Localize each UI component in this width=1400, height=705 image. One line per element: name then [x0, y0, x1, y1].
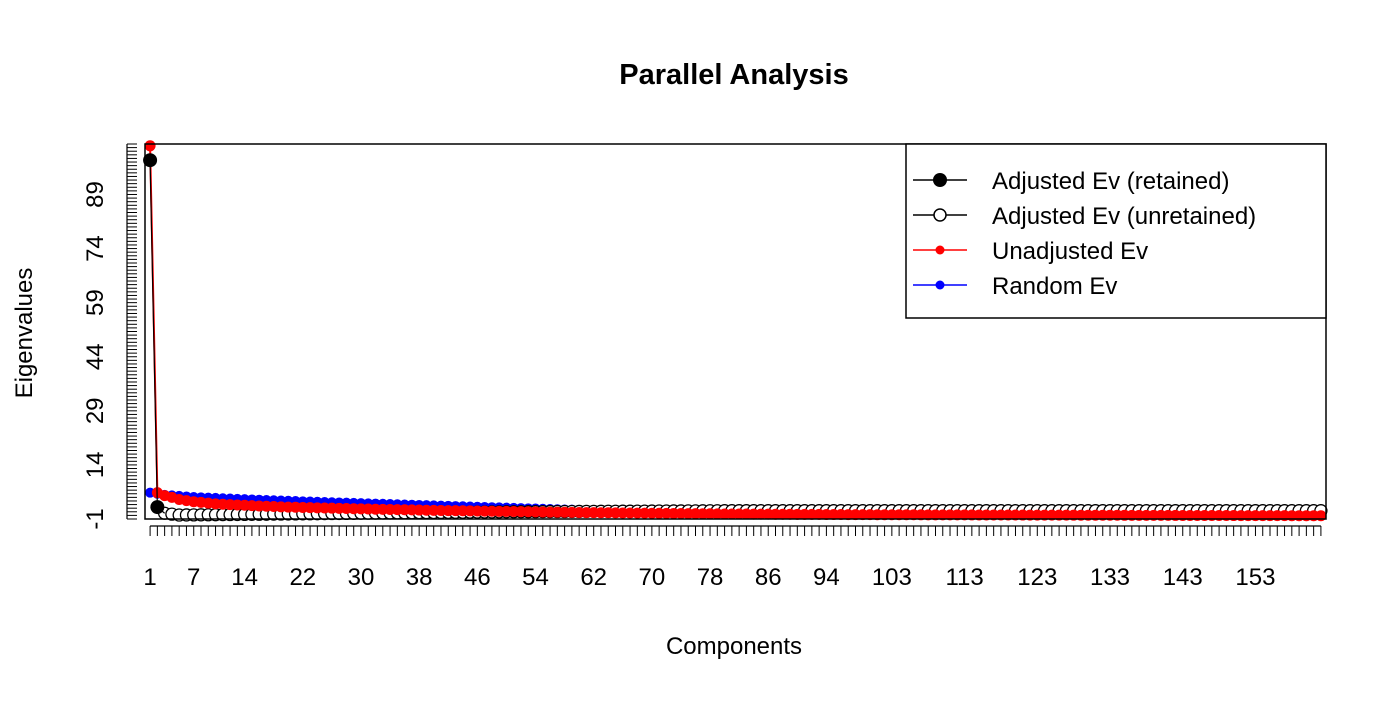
x-tick-label: 54 [522, 564, 549, 591]
x-tick-label: 94 [813, 564, 840, 591]
x-tick-label: 62 [580, 564, 607, 591]
legend-item: Unadjusted Ev [913, 238, 1148, 265]
x-tick-label: 113 [945, 564, 983, 591]
x-tick-label: 1 [143, 564, 156, 591]
legend-marker [935, 245, 945, 255]
x-tick-label: 133 [1090, 564, 1130, 591]
x-tick-label: 143 [1163, 564, 1203, 591]
legend-item: Adjusted Ev (retained) [913, 168, 1229, 195]
legend-marker [935, 280, 945, 290]
y-tick-label: 89 [82, 181, 109, 208]
legend-marker [933, 208, 947, 222]
x-tick-label: 78 [697, 564, 724, 591]
y-tick-label: 14 [82, 452, 109, 479]
legend-item: Random Ev [913, 273, 1117, 300]
x-tick-label: 153 [1235, 564, 1275, 591]
legend-box [905, 143, 1327, 319]
unadjusted-ev-point [144, 140, 156, 152]
x-tick-label: 46 [464, 564, 491, 591]
legend: Adjusted Ev (retained) Adjusted Ev (unret… [905, 143, 1327, 319]
legend-item: Adjusted Ev (unretained) [913, 203, 1256, 230]
y-tick-label: 29 [82, 397, 109, 424]
x-axis-label: Components [666, 633, 802, 660]
x-tick-label: 14 [231, 564, 258, 591]
legend-label: Adjusted Ev (retained) [992, 168, 1229, 195]
adjusted-retained-point [150, 500, 165, 515]
x-tick-label: 103 [872, 564, 912, 591]
legend-label: Adjusted Ev (unretained) [992, 203, 1256, 230]
legend-label: Random Ev [992, 273, 1117, 300]
series-group [143, 140, 1328, 522]
x-tick-label: 123 [1017, 564, 1057, 591]
adjusted-retained [143, 153, 166, 515]
chart-title: Parallel Analysis [619, 59, 848, 91]
legend-marker [933, 173, 947, 187]
y-tick-label: 44 [82, 343, 109, 370]
axes-group: 1 7 14 22 30 38 46 54 62 70 78 86 94 103 113 123 133 143 1… [82, 143, 1322, 591]
x-tick-label: 70 [639, 564, 666, 591]
x-tick-label: 38 [406, 564, 433, 591]
x-tick-label: 7 [187, 564, 200, 591]
plot-frame [144, 143, 1327, 520]
y-tick-label: -1 [82, 508, 109, 529]
adjusted-retained-point [143, 153, 158, 168]
y-axis-label: Eigenvalues [11, 268, 38, 399]
legend-label: Unadjusted Ev [992, 238, 1148, 265]
x-tick-label: 86 [755, 564, 782, 591]
y-tick-label: 59 [82, 289, 109, 316]
x-tick-label: 22 [289, 564, 316, 591]
x-tick-label: 30 [348, 564, 375, 591]
y-tick-label: 74 [82, 235, 109, 262]
